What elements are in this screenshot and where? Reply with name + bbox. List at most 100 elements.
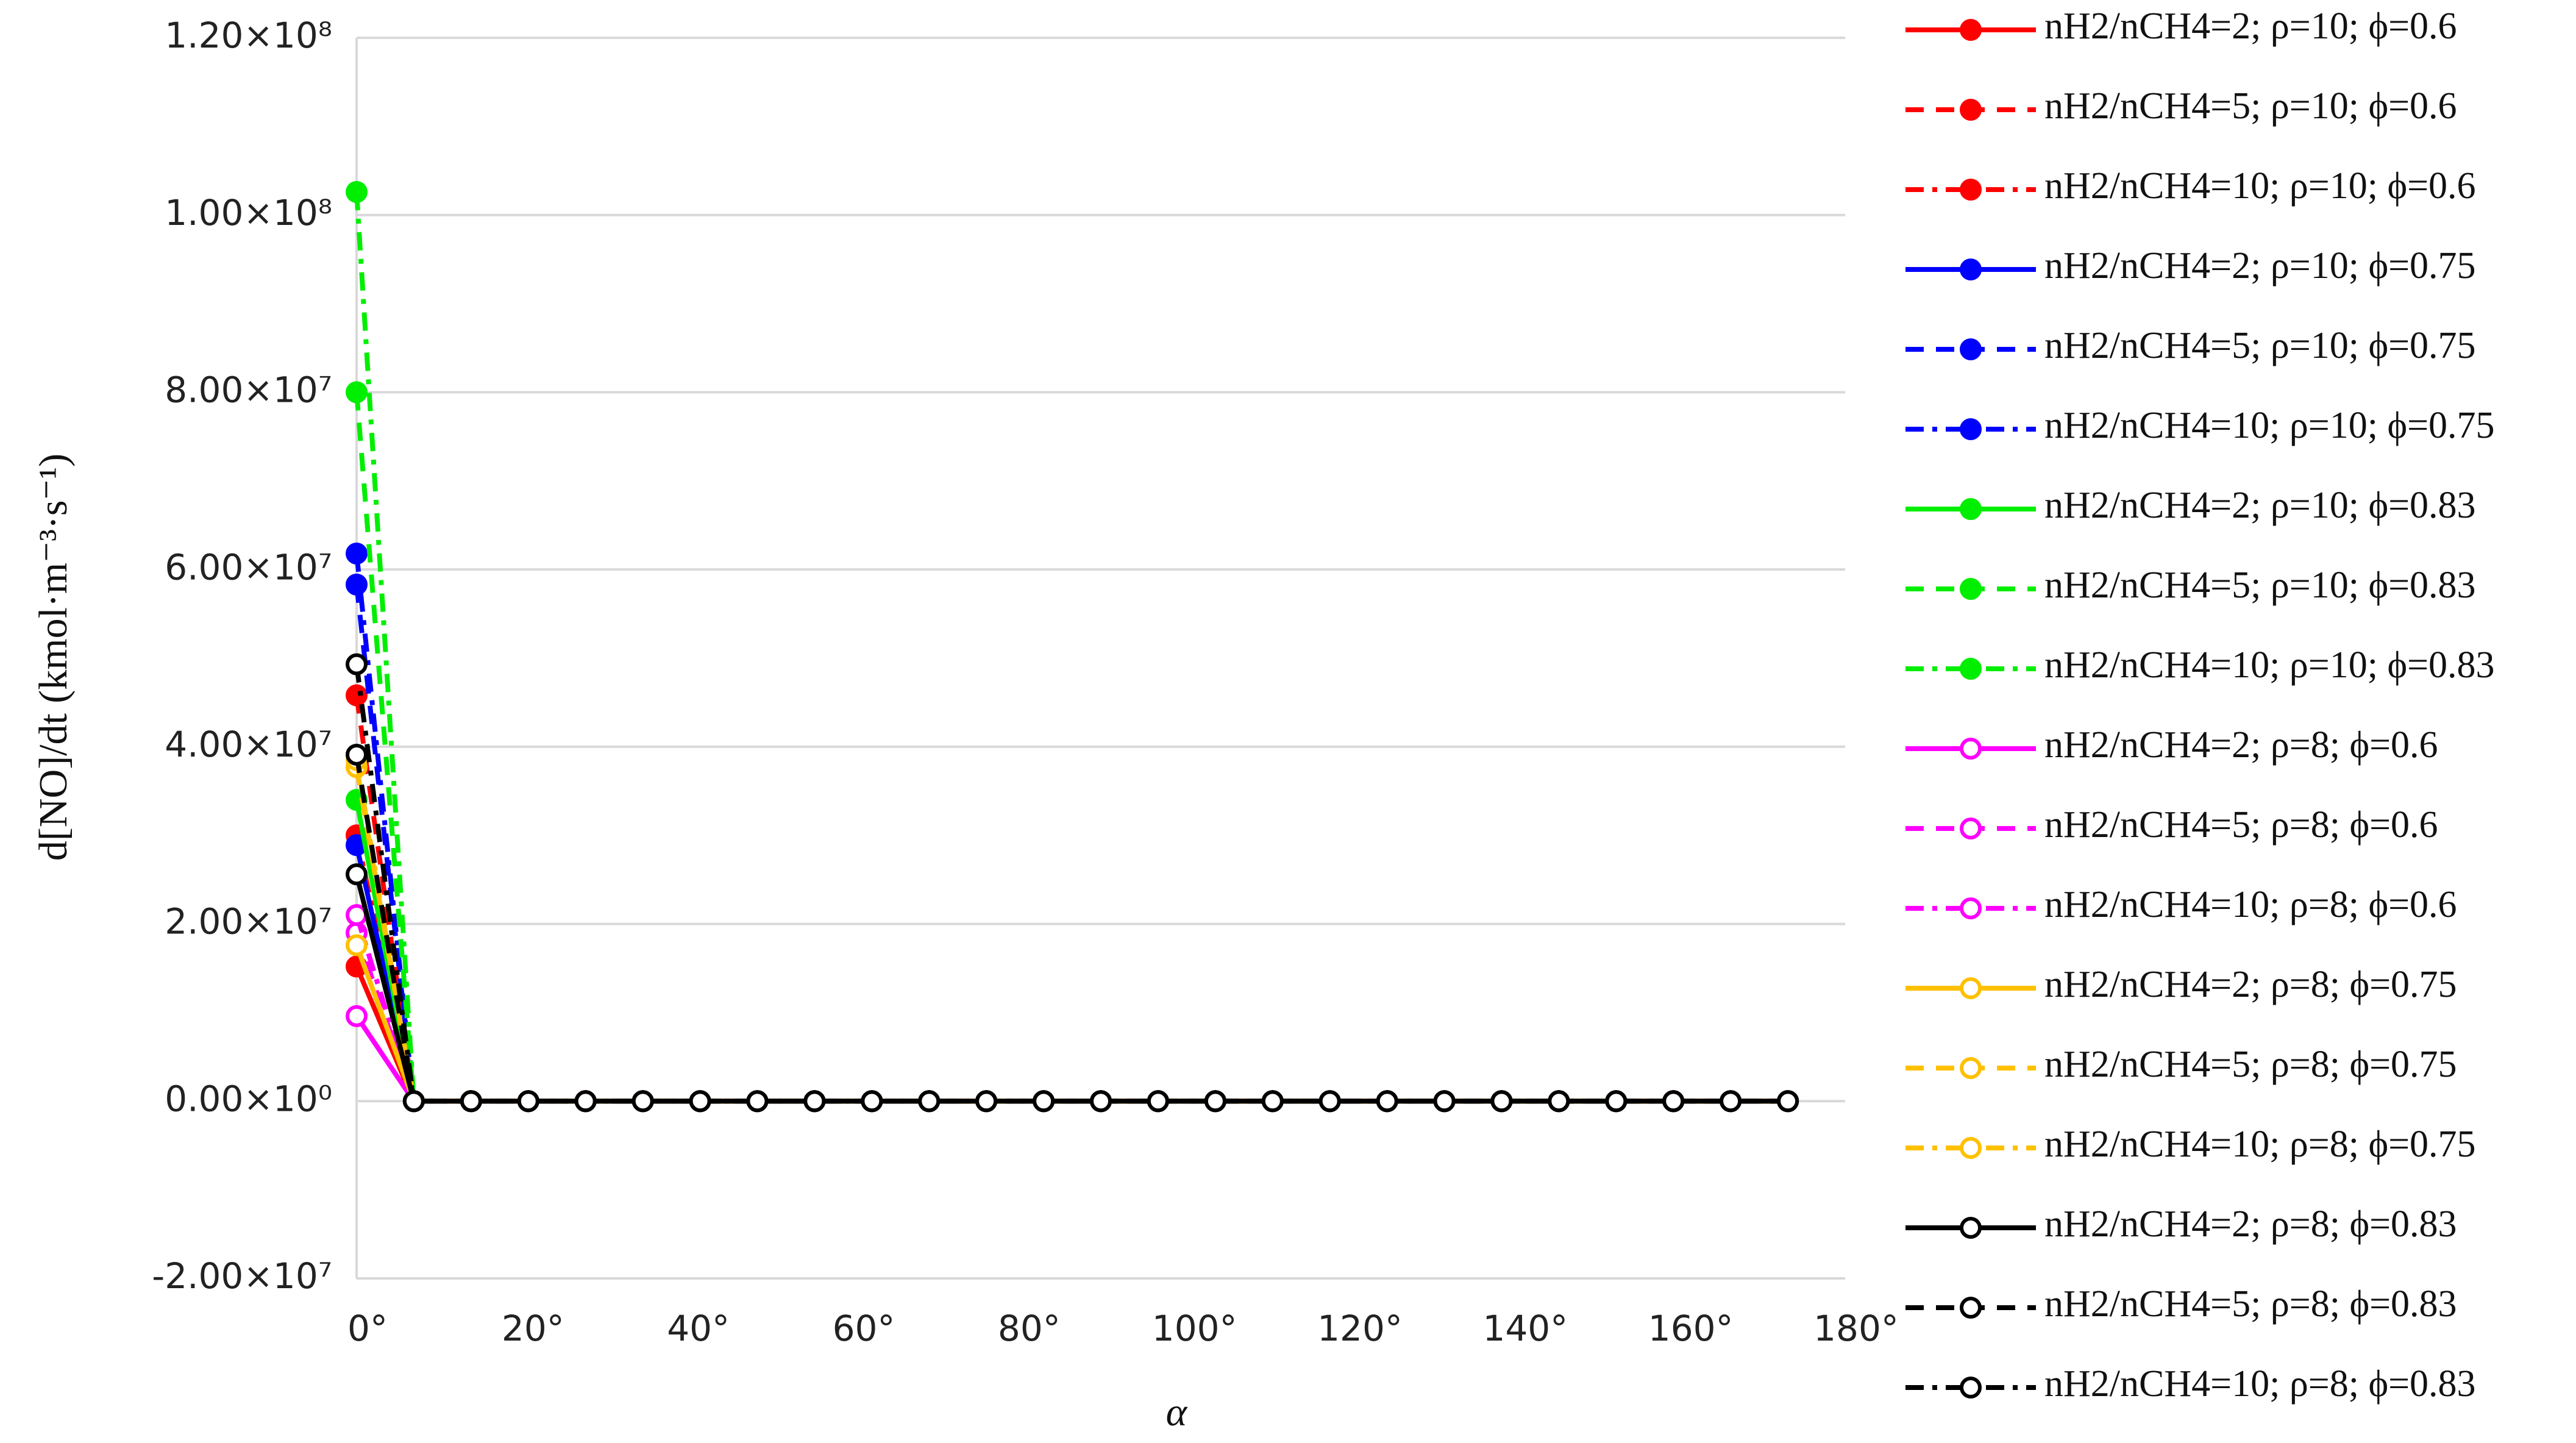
data-point <box>689 1090 711 1113</box>
data-point <box>346 542 368 565</box>
data-point <box>746 1090 769 1113</box>
series-line <box>354 835 1788 1104</box>
series-line <box>354 944 1788 1104</box>
data-point <box>1777 1090 1799 1113</box>
legend-label: nH2/nCH4=2; ρ=8; ϕ=0.6 <box>2044 724 2438 766</box>
series-line <box>354 664 1788 1104</box>
data-point <box>1490 1090 1513 1113</box>
legend-label: nH2/nCH4=5; ρ=8; ϕ=0.6 <box>2044 804 2438 846</box>
series-line <box>354 694 1788 1104</box>
data-point <box>1433 1090 1456 1113</box>
legend-marker <box>1960 338 1982 360</box>
data-point <box>1147 1090 1169 1113</box>
data-point <box>346 684 368 707</box>
legend-marker <box>1960 1217 1982 1239</box>
series-line <box>354 584 1788 1104</box>
data-point <box>517 1090 539 1113</box>
legend-marker <box>1960 578 1982 600</box>
series-line <box>354 1014 1788 1104</box>
x-tick-label: 20° <box>502 1308 564 1349</box>
data-point <box>632 1090 654 1113</box>
legend-label: nH2/nCH4=10; ρ=10; ϕ=0.75 <box>2044 405 2495 446</box>
y-tick-label: -2.00×10⁷ <box>152 1255 332 1297</box>
legend-marker <box>1960 179 1982 201</box>
legend-label: nH2/nCH4=5; ρ=10; ϕ=0.6 <box>2044 85 2457 127</box>
x-axis-title: α <box>1166 1390 1188 1434</box>
y-tick-label: 8.00×10⁷ <box>165 369 332 411</box>
data-point <box>346 1005 368 1027</box>
legend-label: nH2/nCH4=5; ρ=8; ϕ=0.83 <box>2044 1283 2457 1325</box>
legend-label: nH2/nCH4=10; ρ=8; ϕ=0.75 <box>2044 1124 2476 1165</box>
data-point <box>402 1090 425 1113</box>
data-point <box>1318 1090 1341 1113</box>
series-line <box>354 754 1788 1104</box>
data-point <box>1204 1090 1226 1113</box>
legend-marker <box>1960 258 1982 280</box>
legend-marker <box>1960 99 1982 121</box>
y-tick-label: 4.00×10⁷ <box>165 724 332 765</box>
series-line <box>354 874 1788 1104</box>
x-tick-label: 120° <box>1317 1308 1403 1349</box>
legend-label: nH2/nCH4=2; ρ=10; ϕ=0.83 <box>2044 485 2476 526</box>
series-line <box>354 553 1788 1104</box>
legend-label: nH2/nCH4=10; ρ=10; ϕ=0.6 <box>2044 165 2476 207</box>
legend-label: nH2/nCH4=2; ρ=10; ϕ=0.6 <box>2044 5 2457 47</box>
data-point <box>1090 1090 1112 1113</box>
data-point <box>975 1090 998 1113</box>
series-line <box>354 914 1788 1104</box>
y-tick-label: 0.00×10⁰ <box>165 1078 332 1119</box>
data-point <box>1548 1090 1570 1113</box>
data-point <box>1720 1090 1742 1113</box>
legend-marker <box>1960 498 1982 520</box>
series-line <box>354 932 1788 1104</box>
series-line <box>354 191 1788 1104</box>
data-point <box>346 180 368 203</box>
legend-marker <box>1960 977 1982 999</box>
data-point <box>1605 1090 1628 1113</box>
x-tick-label: 180° <box>1813 1308 1899 1349</box>
series-line <box>354 844 1788 1104</box>
legend-label: nH2/nCH4=10; ρ=10; ϕ=0.83 <box>2044 644 2495 686</box>
legend-label: nH2/nCH4=10; ρ=8; ϕ=0.83 <box>2044 1363 2476 1405</box>
legend-marker <box>1960 1137 1982 1159</box>
y-tick-label: 1.20×10⁸ <box>165 15 332 56</box>
x-tick-label: 160° <box>1648 1308 1734 1349</box>
legend-marker <box>1960 897 1982 919</box>
legend-marker <box>1960 818 1982 839</box>
series-line <box>354 965 1788 1104</box>
legend-marker <box>1960 418 1982 440</box>
data-point <box>346 934 368 957</box>
legend-label: nH2/nCH4=2; ρ=8; ϕ=0.75 <box>2044 964 2457 1005</box>
data-point <box>346 653 368 675</box>
x-tick-label: 60° <box>833 1308 895 1349</box>
y-tick-label: 6.00×10⁷ <box>165 546 332 588</box>
data-point <box>1662 1090 1685 1113</box>
x-tick-label: 0° <box>347 1308 388 1349</box>
series-line <box>354 766 1788 1104</box>
x-tick-label: 140° <box>1482 1308 1568 1349</box>
data-point <box>574 1090 597 1113</box>
legend-marker <box>1960 1057 1982 1079</box>
legend-label: nH2/nCH4=2; ρ=10; ϕ=0.75 <box>2044 245 2476 287</box>
legend-label: nH2/nCH4=5; ρ=10; ϕ=0.75 <box>2044 325 2476 366</box>
data-point <box>346 573 368 596</box>
y-axis-title: d[NO]/dt (kmol·m⁻³·s⁻¹) <box>31 454 76 861</box>
series-line <box>354 759 1788 1104</box>
legend-marker <box>1960 738 1982 760</box>
data-point <box>918 1090 941 1113</box>
x-tick-label: 100° <box>1152 1308 1237 1349</box>
data-point <box>346 863 368 886</box>
legend-label: nH2/nCH4=5; ρ=8; ϕ=0.75 <box>2044 1044 2457 1085</box>
legend-label: nH2/nCH4=5; ρ=10; ϕ=0.83 <box>2044 565 2476 606</box>
legend-marker <box>1960 1297 1982 1319</box>
legend-marker <box>1960 658 1982 680</box>
data-point <box>1261 1090 1284 1113</box>
data-point <box>460 1090 482 1113</box>
y-tick-label: 2.00×10⁷ <box>165 901 332 942</box>
data-point <box>861 1090 883 1113</box>
y-tick-label: 1.00×10⁸ <box>165 192 332 233</box>
data-point <box>803 1090 826 1113</box>
data-point <box>1376 1090 1398 1113</box>
legend-label: nH2/nCH4=10; ρ=8; ϕ=0.6 <box>2044 884 2457 925</box>
